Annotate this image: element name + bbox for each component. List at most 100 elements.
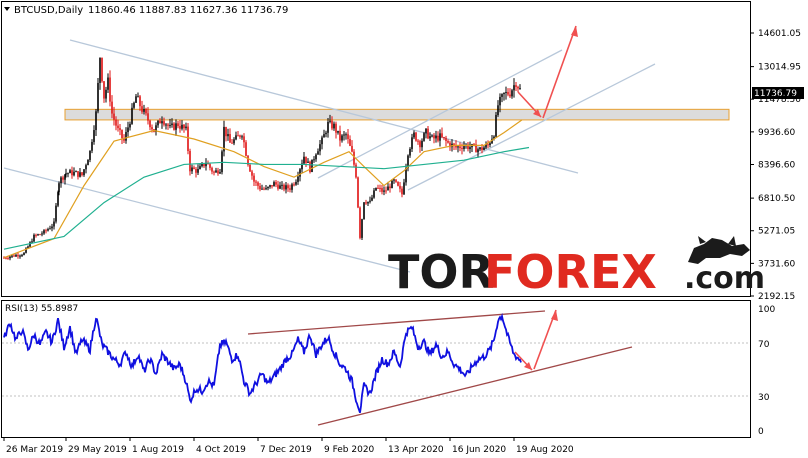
- price-axis-label: 13014.95: [758, 63, 801, 73]
- candle-body: [53, 221, 55, 227]
- rsi-trendline-upper: [247, 310, 546, 335]
- rsi-tick-100: 100: [758, 305, 775, 315]
- candle-body: [405, 168, 407, 183]
- price-axis: 14601.05 13014.95 11478.50 9936.60 8396.60 68…: [750, 29, 801, 302]
- candle-body: [383, 190, 385, 192]
- candle-body: [215, 170, 217, 173]
- candle-body: [217, 170, 219, 174]
- candle-body: [505, 91, 507, 93]
- candle-body: [3, 257, 5, 259]
- candle-body: [37, 234, 39, 236]
- candle-body: [125, 132, 127, 141]
- candle-body: [81, 172, 83, 176]
- candle-body: [513, 85, 515, 91]
- candle-body: [195, 168, 197, 173]
- candle-body: [373, 190, 375, 198]
- candle-body: [51, 226, 53, 229]
- candle-body: [415, 132, 417, 141]
- candle-body: [393, 179, 395, 181]
- candle-body: [123, 138, 125, 141]
- candle-body: [229, 134, 231, 143]
- candle-body: [109, 77, 111, 102]
- candle-body: [145, 109, 147, 114]
- price-panel-frame: [1, 1, 751, 297]
- candle-body: [167, 124, 169, 126]
- candle-body: [251, 171, 253, 176]
- candle-body: [57, 192, 59, 206]
- candle-body: [149, 120, 151, 128]
- candle-body: [493, 136, 495, 139]
- candle-body: [343, 134, 345, 136]
- candle-body: [389, 186, 391, 189]
- symbol-dropdown-icon[interactable]: [4, 7, 10, 11]
- candle-body: [221, 151, 223, 173]
- candle-body: [41, 233, 43, 235]
- candle-body: [313, 159, 315, 161]
- candle-body: [359, 207, 361, 238]
- candle-body: [291, 184, 293, 190]
- time-axis-label: 9 Feb 2020: [324, 445, 375, 455]
- candle-body: [31, 241, 33, 243]
- candle-body: [131, 107, 133, 124]
- candle-body: [175, 123, 177, 130]
- candle-body: [45, 230, 47, 232]
- candle-body: [287, 185, 289, 189]
- candle-body: [305, 156, 307, 163]
- candle-body: [151, 127, 153, 130]
- candle-body: [277, 184, 279, 189]
- time-axis-label: 4 Oct 2019: [196, 445, 246, 455]
- candle-body: [477, 149, 479, 153]
- candle-body: [129, 123, 131, 128]
- candle-body: [429, 136, 431, 139]
- candle-body: [62, 177, 64, 180]
- candle-body: [181, 124, 183, 129]
- candle-body: [371, 197, 373, 201]
- candle-body: [243, 136, 245, 143]
- rsi-arrow-down-head: [524, 362, 532, 370]
- candle-body: [85, 165, 87, 170]
- candle-body: [491, 138, 493, 144]
- candle-body: [69, 170, 71, 174]
- candle-body: [445, 137, 447, 141]
- logo-text-forex: FOREX: [484, 245, 657, 299]
- candle-body: [453, 143, 455, 145]
- candle-body: [60, 177, 62, 184]
- candle-body: [83, 169, 85, 176]
- candle-body: [447, 140, 449, 143]
- candle-body: [211, 167, 213, 172]
- candle-body: [267, 186, 269, 189]
- candle-body: [515, 85, 517, 87]
- candle-body: [179, 126, 181, 129]
- candle-body: [58, 183, 60, 193]
- candle-body: [133, 102, 135, 108]
- candle-body: [237, 135, 239, 137]
- candle-body: [331, 120, 333, 129]
- candle-body: [443, 137, 445, 139]
- candle-body: [469, 147, 471, 149]
- candle-body: [121, 129, 123, 139]
- candle-body: [437, 135, 439, 141]
- candle-body: [379, 187, 381, 189]
- candle-body: [497, 105, 499, 115]
- time-axis-label: 7 Dec 2019: [260, 445, 312, 455]
- candle-body: [407, 155, 409, 169]
- moving-average-slow: [3, 146, 530, 250]
- candle-body: [307, 161, 309, 163]
- price-axis-label: 6810.50: [758, 194, 795, 204]
- candle-body: [171, 123, 173, 126]
- candle-body: [7, 258, 9, 260]
- price-series: [3, 57, 530, 261]
- candle-body: [27, 246, 29, 249]
- candle-body: [275, 182, 277, 185]
- candle-body: [219, 172, 221, 174]
- candle-body: [107, 77, 109, 90]
- candle-body: [421, 140, 423, 148]
- candle-body: [67, 173, 69, 175]
- candle-body: [283, 184, 285, 190]
- candle-body: [375, 187, 377, 191]
- candle-body: [289, 188, 291, 190]
- price-axis-label: 2192.15: [758, 292, 795, 302]
- candle-body: [487, 144, 489, 146]
- candle-body: [189, 150, 191, 172]
- rsi-arrow-up: [533, 309, 557, 370]
